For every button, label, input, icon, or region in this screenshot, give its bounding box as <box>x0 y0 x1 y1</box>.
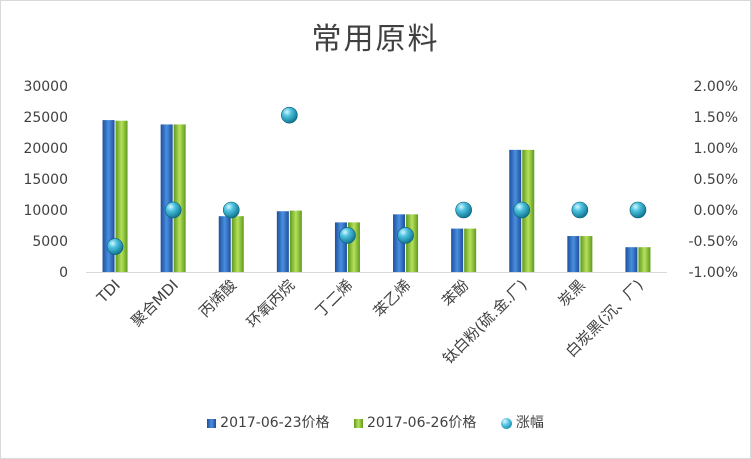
y-left-tick-label: 5000 <box>32 234 68 250</box>
bar-series-1 <box>102 120 115 272</box>
y-left-tick-label: 0 <box>59 265 68 281</box>
x-tick-label: 丁二烯 <box>312 276 357 321</box>
legend-label-series-2: 2017-06-26价格 <box>367 415 477 431</box>
y-left-tick-label: 20000 <box>23 141 68 157</box>
chart-title: 常用原料 <box>311 22 440 57</box>
x-tick-label: 环氧丙烷 <box>243 276 298 331</box>
marker-series-3 <box>339 227 356 244</box>
bar-series-2 <box>173 124 186 272</box>
legend-item-series-2: 2017-06-26价格 <box>354 412 476 432</box>
bar-series-1 <box>567 236 580 272</box>
marker-series-3 <box>164 201 182 219</box>
x-tick-label: TDI <box>93 276 124 307</box>
bar-series-2 <box>231 216 244 272</box>
marker-series-3 <box>629 201 647 219</box>
y-left-tick-label: 10000 <box>23 203 68 219</box>
y-right-tick-label: 2.00% <box>694 79 738 95</box>
bar-series-2 <box>115 120 128 272</box>
marker-series-3 <box>571 201 589 219</box>
bar-series-1 <box>276 211 289 272</box>
bar-series-1 <box>160 124 173 272</box>
x-tick-label: 炭黑 <box>555 276 589 310</box>
y-left-tick-label: 30000 <box>23 79 68 95</box>
bar-series-2 <box>289 210 302 272</box>
y-left-tick-label: 15000 <box>23 172 68 188</box>
marker-series-3 <box>455 201 472 219</box>
x-tick-label: 聚合MDI <box>128 276 182 330</box>
bar-series-1 <box>625 247 638 272</box>
x-tick-label: 丙烯酸 <box>196 276 241 321</box>
bar-series-1 <box>451 228 464 272</box>
legend: 2017-06-23价格 2017-06-26价格 涨幅 <box>0 412 751 432</box>
y-left-tick-label: 25000 <box>23 110 68 126</box>
legend-marker-series-3 <box>500 417 512 429</box>
y-right-tick-label: 0.00% <box>694 203 738 219</box>
y-right-tick-label: -0.50% <box>688 234 738 250</box>
legend-item-series-3: 涨幅 <box>500 412 544 432</box>
marker-series-3 <box>513 201 531 219</box>
marker-series-3 <box>281 106 298 124</box>
bar-series-1 <box>218 216 231 272</box>
marker-series-3 <box>397 227 414 244</box>
bar-series-2 <box>464 228 477 272</box>
legend-label-series-1: 2017-06-23价格 <box>220 415 330 431</box>
legend-swatch-series-1 <box>207 418 217 428</box>
legend-item-series-1: 2017-06-23价格 <box>207 412 330 432</box>
legend-swatch-series-2 <box>354 418 363 428</box>
y-right-tick-label: 0.50% <box>694 172 738 188</box>
y-right-tick-label: 1.50% <box>694 110 738 126</box>
x-tick-label: 苯乙烯 <box>370 276 415 321</box>
y-right-tick-label: 1.00% <box>694 141 738 157</box>
bar-series-2 <box>580 236 593 272</box>
marker-series-3 <box>222 201 240 219</box>
y-right-tick-label: -1.00% <box>688 265 738 281</box>
marker-series-3 <box>106 238 124 255</box>
x-tick-label: 苯酚 <box>439 276 473 310</box>
bar-series-2 <box>638 247 651 272</box>
legend-label-series-3: 涨幅 <box>515 415 544 431</box>
